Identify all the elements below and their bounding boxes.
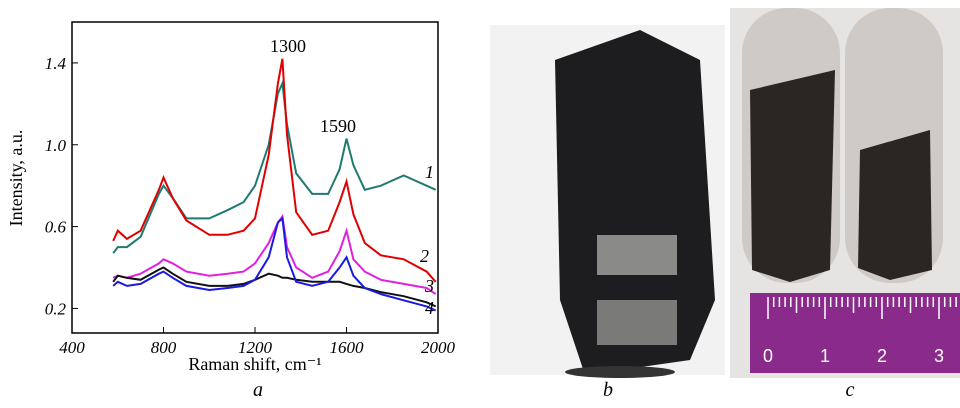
- spectrum-line: [112, 266, 437, 308]
- x-tick-label: 1200: [238, 338, 273, 357]
- ruler-label: 1: [820, 346, 830, 366]
- spectrum-line: [112, 79, 437, 254]
- x-tick-label: 400: [59, 338, 85, 357]
- panel-label: c: [846, 379, 855, 401]
- annotation: 4: [425, 298, 434, 318]
- spectrum-line: [112, 213, 437, 295]
- y-tick-label: 1.4: [45, 54, 67, 73]
- annotation: 3: [424, 276, 434, 296]
- ruler-label: 2: [877, 346, 887, 366]
- photo-c: [730, 8, 960, 378]
- panel-label: a: [253, 379, 263, 401]
- y-tick-label: 0.6: [45, 218, 67, 237]
- photo-b: [490, 25, 725, 378]
- x-tick-label: 800: [151, 338, 177, 357]
- y-tick-label: 0.2: [45, 299, 67, 318]
- annotation: 2: [420, 246, 429, 266]
- x-tick-label: 2000: [421, 338, 456, 357]
- ruler-label: 0: [763, 346, 773, 366]
- annotation: 1300: [270, 36, 306, 56]
- y-tick-label: 1.0: [45, 136, 67, 155]
- ruler-label: 3: [934, 346, 944, 366]
- spectrum-line: [112, 58, 437, 283]
- annotation: 1: [425, 162, 434, 182]
- x-tick-label: 1600: [330, 338, 365, 357]
- annotation: 1590: [320, 116, 356, 136]
- spectrum-line: [112, 216, 437, 312]
- x-axis-label: Raman shift, cm⁻¹: [188, 354, 321, 374]
- y-axis-label: Intensity, a.u.: [6, 130, 26, 227]
- panel-label: b: [603, 379, 613, 401]
